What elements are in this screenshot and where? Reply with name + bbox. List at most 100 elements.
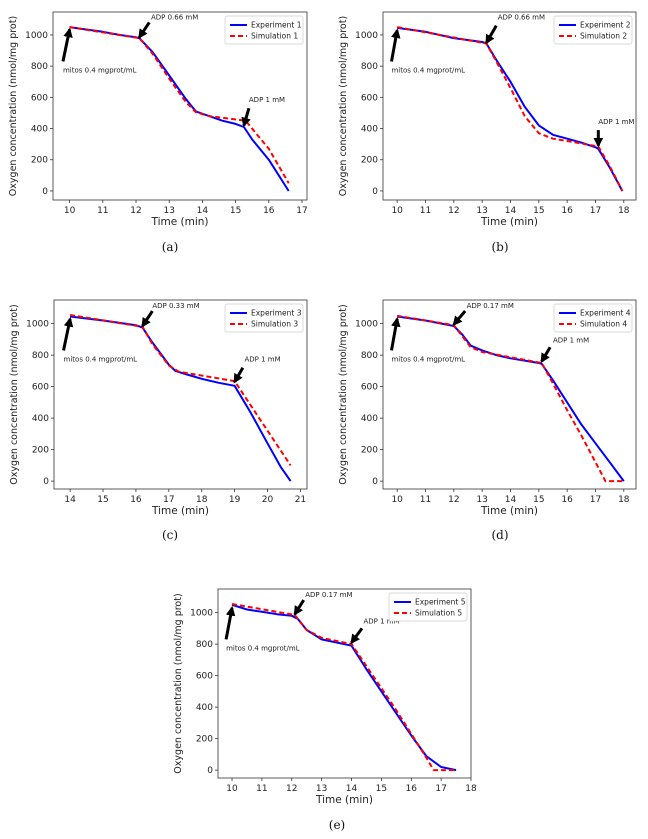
panel-caption: (d) — [491, 528, 508, 542]
x-tick-label: 10 — [226, 784, 238, 794]
y-axis-label: Oxygen concentration (nmol/mg prot) — [8, 16, 19, 196]
x-tick-label: 11 — [256, 784, 267, 794]
annotation-arrow — [390, 28, 401, 62]
axes-frame — [382, 299, 637, 490]
y-tick-label: 800 — [196, 640, 213, 650]
x-tick-label: 12 — [448, 495, 459, 505]
x-tick-label: 15 — [533, 206, 544, 216]
legend-box — [553, 303, 633, 333]
chart-panel-b: 10 11 12 13 14 15 16 17 18 0 200 400 600 800 1000 Time … — [338, 11, 637, 254]
y-tick-label: 600 — [361, 93, 378, 103]
x-tick-label: 16 — [406, 784, 418, 794]
y-tick-label: 800 — [361, 351, 378, 361]
annotation-text: ADP 0.66 mM — [151, 13, 198, 21]
y-tick-label: 600 — [361, 383, 378, 393]
legend-box — [553, 15, 633, 45]
y-axis-label: Oxygen concentration (nmol/mg prot) — [338, 16, 349, 196]
panel-caption: (a) — [162, 240, 179, 254]
annotation-arrow — [350, 627, 364, 645]
y-tick-label: 400 — [361, 125, 378, 135]
x-tick-label: 11 — [97, 206, 108, 216]
y-tick-label: 800 — [32, 351, 49, 361]
legend-box — [224, 303, 304, 333]
x-axis-label: Time (min) — [151, 505, 209, 517]
y-axis-label: Oxygen concentration (nmol/mg prot) — [338, 304, 349, 484]
annotation-arrow — [62, 317, 74, 351]
chart-panel-c: 14 15 16 17 18 19 20 21 0 200 400 600 800 1000 Time (m… — [9, 299, 308, 542]
legend-label: Experiment 2 — [580, 21, 631, 30]
x-tick-label: 13 — [476, 206, 487, 216]
x-tick-label: 15 — [533, 495, 544, 505]
legend-label: Simulation 3 — [251, 320, 298, 329]
x-tick-label: 18 — [618, 206, 630, 216]
legend-label: Simulation 5 — [415, 609, 462, 618]
y-tick-label: 0 — [42, 187, 48, 197]
simulation-line — [397, 314, 624, 483]
x-tick-label: 17 — [435, 784, 446, 794]
y-tick-label: 0 — [372, 477, 378, 487]
y-tick-label: 600 — [196, 672, 213, 682]
x-tick-label: 12 — [130, 206, 141, 216]
chart-panel-d: 10 11 12 13 14 15 16 17 18 0 200 400 600 800 1000 Time … — [338, 299, 637, 542]
x-tick-label: 17 — [296, 206, 307, 216]
legend-label: Simulation 4 — [580, 320, 627, 329]
y-tick-label: 800 — [31, 62, 48, 72]
annotation-arrow — [61, 27, 73, 62]
annotation-text: mitos 0.4 mgprot/mL — [64, 355, 138, 363]
y-tick-label: 400 — [361, 414, 378, 424]
axes-frame — [52, 11, 308, 201]
chart-panel-e: 10 11 12 13 14 15 16 17 18 0 200 400 600 800 1000 Time … — [173, 588, 477, 832]
annotation-arrow — [224, 606, 236, 640]
annotation-text: ADP 0.33 mM — [152, 302, 199, 310]
y-tick-label: 200 — [196, 735, 213, 745]
annotation-arrow — [233, 366, 245, 384]
x-tick-label: 14 — [505, 495, 517, 505]
y-tick-label: 0 — [372, 187, 378, 197]
x-tick-label: 15 — [230, 206, 241, 216]
y-tick-label: 400 — [31, 125, 48, 135]
annotation-text: ADP 0.17 mM — [467, 302, 514, 310]
x-axis-label: Time (min) — [480, 216, 538, 228]
legend-box — [388, 592, 468, 622]
legend-label: Experiment 4 — [580, 309, 631, 318]
x-axis-label: Time (min) — [480, 505, 538, 517]
y-axis-label: Oxygen concentration (nmol/mg prot) — [173, 593, 184, 773]
panel-caption: (c) — [162, 528, 178, 542]
x-tick-label: 15 — [376, 784, 387, 794]
y-tick-label: 1000 — [355, 320, 378, 330]
annotation-arrow — [293, 599, 305, 616]
x-tick-label: 14 — [197, 206, 209, 216]
legend-label: Experiment 3 — [251, 309, 302, 318]
x-tick-label: 16 — [263, 206, 275, 216]
experiment-line — [69, 26, 290, 192]
simulation-line — [397, 26, 624, 192]
x-tick-label: 13 — [163, 206, 174, 216]
axes-frame — [382, 11, 637, 201]
x-tick-label: 21 — [295, 495, 306, 505]
x-tick-label: 16 — [561, 206, 573, 216]
y-tick-label: 200 — [32, 446, 49, 456]
y-tick-label: 600 — [31, 93, 48, 103]
x-axis-label: Time (min) — [315, 794, 373, 806]
x-tick-label: 10 — [391, 206, 403, 216]
annotation-arrow — [452, 310, 467, 326]
x-tick-label: 16 — [561, 495, 573, 505]
annotation-arrow — [390, 317, 401, 351]
experiment-line — [231, 603, 457, 772]
x-tick-label: 18 — [465, 784, 477, 794]
axes-frame — [217, 588, 472, 779]
x-tick-label: 11 — [420, 206, 431, 216]
y-tick-label: 0 — [43, 477, 49, 487]
x-tick-label: 14 — [505, 206, 517, 216]
x-tick-label: 15 — [97, 495, 108, 505]
y-tick-label: 1000 — [26, 320, 49, 330]
x-tick-label: 17 — [590, 206, 601, 216]
y-tick-label: 200 — [31, 156, 48, 166]
annotation-arrow — [241, 107, 251, 128]
x-tick-label: 13 — [316, 784, 327, 794]
annotation-arrow — [138, 21, 151, 39]
x-tick-label: 12 — [286, 784, 297, 794]
y-tick-label: 200 — [361, 446, 378, 456]
y-tick-label: 800 — [361, 62, 378, 72]
